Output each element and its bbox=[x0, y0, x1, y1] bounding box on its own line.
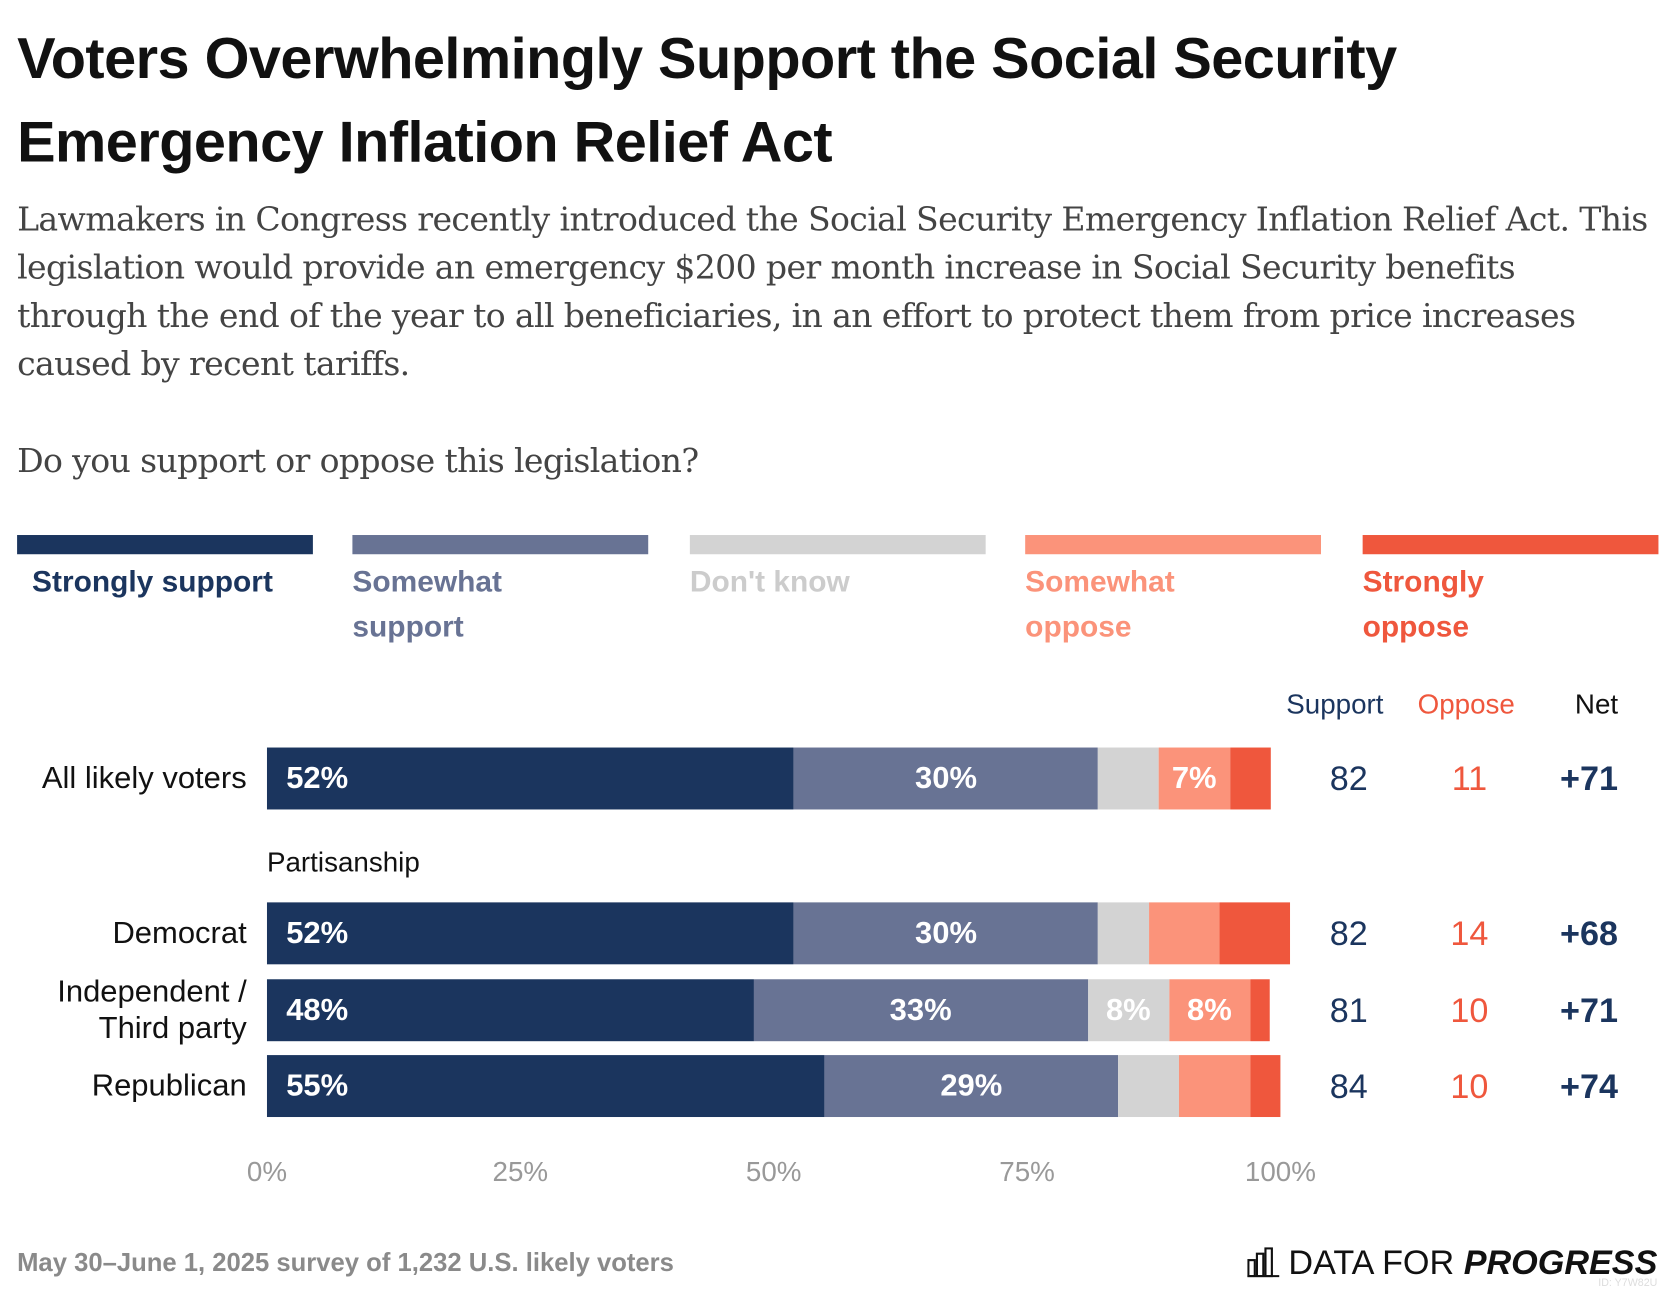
bar-segment bbox=[1118, 1055, 1180, 1118]
bar-segment bbox=[1219, 902, 1291, 965]
legend-label: Somewhat support bbox=[352, 564, 502, 643]
bar-segment bbox=[753, 979, 1088, 1042]
table-cell: 10 bbox=[1450, 991, 1489, 1030]
bar-segment bbox=[266, 902, 794, 965]
row-label: Republican bbox=[91, 1068, 247, 1104]
x-tick-label: 75% bbox=[999, 1155, 1055, 1188]
bar-segment bbox=[266, 747, 794, 810]
legend-swatch bbox=[1025, 535, 1321, 555]
x-tick-label: 0% bbox=[246, 1155, 288, 1188]
table-cell: +71 bbox=[1560, 759, 1619, 798]
row-label: Democrat bbox=[112, 916, 247, 951]
column-header: Support bbox=[1286, 687, 1384, 720]
question: Do you support or oppose this legislatio… bbox=[17, 442, 699, 481]
bar-segment bbox=[1097, 747, 1159, 810]
table-cell: +74 bbox=[1560, 1066, 1619, 1106]
legend-label: Strongly oppose bbox=[1362, 564, 1484, 643]
data-label: 8% bbox=[1105, 993, 1151, 1028]
x-tick-label: 100% bbox=[1244, 1155, 1316, 1188]
table-cell: 10 bbox=[1450, 1066, 1489, 1106]
data-label: 30% bbox=[915, 761, 977, 796]
legend-label: Strongly support bbox=[32, 564, 273, 599]
note: May 30–June 1, 2025 survey of 1,232 U.S.… bbox=[17, 1248, 674, 1278]
data-label: 52% bbox=[286, 916, 349, 951]
bar-segment bbox=[793, 902, 1098, 965]
bar-segment bbox=[1229, 747, 1271, 810]
brand-light: DATA FOR bbox=[1288, 1243, 1455, 1282]
table-cell: +71 bbox=[1560, 991, 1619, 1030]
legend-swatch bbox=[1362, 535, 1659, 555]
table-cell: 82 bbox=[1329, 759, 1368, 798]
data-label: 33% bbox=[889, 993, 952, 1028]
data-label: 48% bbox=[286, 993, 349, 1028]
legend-swatch bbox=[17, 535, 313, 555]
table-cell: 84 bbox=[1329, 1066, 1368, 1106]
column-header: Oppose bbox=[1417, 687, 1515, 720]
data-label: 52% bbox=[286, 761, 349, 796]
x-tick-label: 25% bbox=[492, 1155, 549, 1188]
table-cell: 14 bbox=[1450, 914, 1489, 953]
table-cell: 11 bbox=[1451, 759, 1488, 798]
legend-label: Don't know bbox=[689, 564, 850, 599]
table-cell: +68 bbox=[1560, 914, 1619, 953]
bar-segment bbox=[1249, 1055, 1281, 1118]
bar-segment bbox=[1148, 902, 1220, 965]
bar-segment bbox=[793, 747, 1098, 810]
bar-segment bbox=[1179, 1055, 1250, 1118]
legend-label: Somewhat oppose bbox=[1025, 564, 1175, 643]
brand: DATA FOR PROGRESS bbox=[1247, 1241, 1658, 1284]
data-label: 7% bbox=[1171, 761, 1217, 796]
column-header: Net bbox=[1574, 687, 1619, 720]
table-cell: 82 bbox=[1329, 914, 1368, 953]
x-tick-label: 50% bbox=[745, 1155, 802, 1188]
data-label: 30% bbox=[915, 916, 977, 951]
brand-bold: PROGRESS bbox=[1463, 1243, 1658, 1282]
group-label: Partisanship bbox=[266, 845, 420, 878]
row-label: All likely voters bbox=[41, 761, 247, 796]
table-cell: 81 bbox=[1329, 991, 1368, 1030]
data-label: 29% bbox=[940, 1068, 1003, 1104]
chart-title: Voters Overwhelmingly Support the Social… bbox=[17, 26, 1397, 175]
subtitle: Lawmakers in Congress recently introduce… bbox=[17, 200, 1648, 384]
id-text: ID: Y7W82U bbox=[1598, 1277, 1658, 1289]
bar-segment bbox=[1087, 979, 1169, 1042]
brand-icon bbox=[1247, 1247, 1280, 1278]
bar-segment bbox=[824, 1055, 1119, 1118]
data-label: 55% bbox=[286, 1068, 349, 1104]
bar-segment bbox=[1249, 979, 1271, 1042]
legend-swatch bbox=[689, 535, 986, 555]
bar-segment bbox=[1168, 979, 1250, 1042]
data-label: 8% bbox=[1187, 993, 1232, 1028]
bar-segment bbox=[266, 1055, 825, 1118]
bar-segment bbox=[266, 979, 754, 1042]
row-label: Independent / Third party bbox=[57, 974, 247, 1046]
legend-swatch bbox=[352, 535, 649, 555]
bar-segment bbox=[1097, 902, 1149, 965]
bar-segment bbox=[1158, 747, 1230, 810]
